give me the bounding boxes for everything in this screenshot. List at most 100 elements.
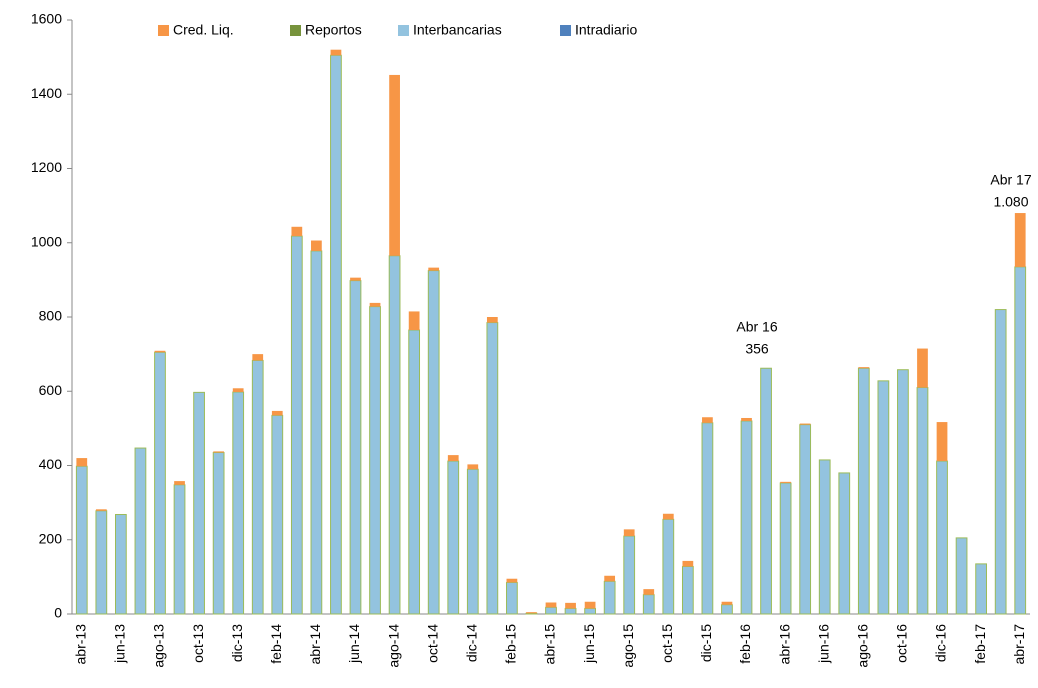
- bar-segment: [310, 250, 323, 615]
- bar-segment: [506, 578, 518, 583]
- bar-segment: [115, 514, 127, 615]
- x-tick-label: feb-15: [503, 624, 519, 664]
- bar-segment: [232, 388, 244, 392]
- bar-segment: [623, 535, 636, 615]
- x-tick-label: jun-15: [581, 624, 597, 664]
- bar-segment: [408, 329, 421, 615]
- bar-segment: [818, 459, 831, 615]
- bar-segment: [174, 481, 185, 485]
- y-tick-label: 600: [39, 382, 63, 398]
- x-tick-label: dic-15: [698, 624, 714, 662]
- bar-segment: [545, 602, 557, 608]
- x-tick-label: dic-16: [933, 624, 949, 662]
- bar-segment: [975, 563, 987, 615]
- bar-segment: [447, 460, 460, 615]
- bar-segment: [955, 537, 968, 615]
- y-tick-label: 1200: [31, 159, 62, 175]
- y-tick-label: 1000: [31, 233, 62, 249]
- bar-segment: [741, 417, 752, 421]
- bar-segment: [506, 581, 518, 615]
- x-tick-label: feb-14: [268, 624, 284, 664]
- bar-segment: [232, 391, 245, 615]
- bar-segment: [897, 369, 909, 615]
- bar-segment: [565, 602, 576, 609]
- bar-segment: [877, 380, 890, 615]
- bar-segment: [623, 529, 635, 537]
- bar-segment: [330, 49, 342, 56]
- bar-segment: [701, 422, 714, 615]
- bar-segment: [76, 458, 88, 467]
- legend-label: Intradiario: [575, 22, 637, 38]
- bar-segment: [702, 417, 713, 423]
- y-tick-label: 1400: [31, 85, 62, 101]
- bar-segment: [525, 612, 538, 615]
- y-tick-label: 1600: [31, 11, 62, 27]
- bar-segment: [564, 607, 577, 615]
- x-tick-label: abr-17: [1011, 624, 1027, 665]
- bar-segment: [604, 575, 616, 582]
- bar-segment: [642, 594, 655, 615]
- bar-segment: [721, 604, 733, 615]
- x-tick-label: abr-13: [72, 624, 88, 665]
- bar-segment: [584, 607, 596, 615]
- x-tick-label: dic-13: [229, 624, 245, 662]
- legend-swatch: [290, 25, 301, 36]
- bar-segment: [193, 391, 205, 615]
- legend-label: Interbancarias: [413, 22, 502, 38]
- bar-segment: [584, 601, 596, 609]
- bar-segment: [369, 306, 381, 615]
- bar-segment: [917, 348, 928, 388]
- legend-label: Cred. Liq.: [173, 22, 234, 38]
- x-tick-label: abr-15: [542, 624, 558, 665]
- bar-segment: [721, 601, 733, 605]
- bar-segment: [603, 580, 616, 615]
- bar-segment: [291, 226, 303, 237]
- bar-segment: [134, 447, 147, 615]
- x-tick-label: ago-13: [151, 624, 167, 668]
- bar-segment: [662, 518, 675, 615]
- bar-segment: [154, 350, 166, 353]
- annotation: Abr 16: [736, 319, 777, 335]
- bar-segment: [252, 354, 264, 361]
- bar-segment: [311, 240, 322, 251]
- annotation: Abr 17: [990, 172, 1031, 188]
- bar-segment: [466, 468, 479, 615]
- bar-segment: [994, 309, 1007, 615]
- bar-segment: [350, 277, 361, 281]
- bar-segment: [486, 322, 499, 615]
- annotation: 1.080: [993, 194, 1028, 210]
- bar-segment: [858, 367, 870, 369]
- bar-segment: [427, 270, 440, 615]
- bar-segment: [799, 424, 812, 615]
- bar-segment: [1014, 266, 1027, 615]
- x-tick-label: oct-15: [659, 624, 675, 663]
- bar-segment: [154, 351, 166, 615]
- x-tick-label: abr-16: [776, 624, 792, 665]
- bar-segment: [408, 311, 420, 330]
- legend-label: Reportos: [305, 22, 362, 38]
- bar-segment: [173, 484, 186, 615]
- bar-segment: [271, 410, 283, 416]
- bar-segment: [838, 472, 851, 615]
- bar-segment: [389, 74, 400, 256]
- x-tick-label: abr-14: [307, 624, 323, 665]
- x-tick-label: ago-14: [385, 624, 401, 668]
- legend-swatch: [560, 25, 571, 36]
- bar-segment: [486, 317, 498, 323]
- annotation: 356: [745, 341, 769, 357]
- bar-segment: [467, 464, 479, 470]
- bar-segment: [643, 589, 655, 595]
- bar-segment: [212, 452, 225, 615]
- x-tick-label: oct-13: [190, 624, 206, 663]
- y-tick-label: 800: [39, 308, 63, 324]
- bar-segment: [780, 481, 791, 483]
- x-tick-label: oct-16: [894, 624, 910, 663]
- bar-segment: [1014, 213, 1026, 267]
- bar-segment: [349, 280, 362, 615]
- bar-segment: [95, 510, 108, 615]
- bar-segment: [290, 235, 303, 615]
- x-tick-label: ago-16: [855, 624, 871, 668]
- bar-segment: [799, 423, 811, 425]
- y-tick-label: 400: [39, 456, 63, 472]
- y-tick-label: 200: [39, 530, 63, 546]
